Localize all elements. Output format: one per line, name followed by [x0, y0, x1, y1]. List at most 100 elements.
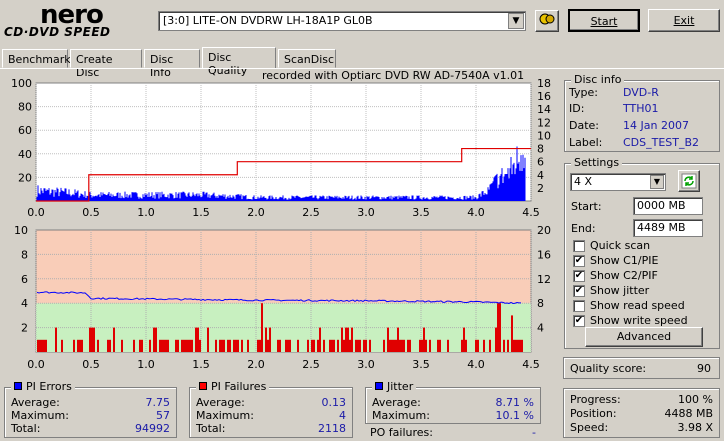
end-field[interactable]: 4489 MB	[633, 219, 703, 237]
pif-bar	[247, 339, 249, 352]
pi-failures-title: PI Failures	[196, 380, 270, 393]
pif-bar	[515, 339, 517, 352]
exit-button[interactable]: Exit	[648, 9, 720, 32]
checkbox-box[interactable]: ✔	[573, 270, 585, 282]
pif-bar	[475, 339, 477, 352]
pif-bar	[333, 339, 335, 352]
tab-benchmark[interactable]: Benchmark	[2, 49, 71, 68]
pif-bar	[113, 327, 115, 352]
checkbox-box[interactable]	[573, 240, 585, 252]
x-tick-label: 1.0	[137, 206, 155, 219]
quality-score-label: Quality score:	[570, 362, 647, 375]
jitter-line	[36, 291, 522, 304]
pif-bar	[395, 339, 397, 352]
start-button[interactable]: Start	[568, 9, 640, 32]
start-field[interactable]: 0000 MB	[633, 197, 703, 215]
pif-bar	[389, 339, 391, 352]
y-tick-label: 8	[21, 248, 28, 261]
pif-bar	[419, 339, 421, 352]
pif-bar	[503, 339, 505, 352]
eject-button[interactable]	[535, 10, 559, 32]
pif-bar	[43, 339, 45, 352]
chevron-down-icon[interactable]: ▼	[508, 13, 524, 29]
y2-tick-label: 10	[537, 129, 551, 142]
pif-bar	[337, 339, 339, 352]
pif-bar	[199, 339, 201, 352]
tab-scandisc[interactable]: ScanDisc	[278, 49, 336, 68]
drive-select[interactable]: [3:0] LITE-ON DVDRW LH-18A1P GL0B ▼	[158, 11, 526, 31]
pif-bar	[183, 339, 185, 352]
pif-bar	[369, 339, 371, 352]
pif-bar	[289, 339, 291, 352]
pif-bar	[133, 339, 135, 352]
pif-bar	[391, 339, 393, 352]
pif-bar	[219, 339, 221, 352]
checkbox-box[interactable]: ✔	[573, 285, 585, 297]
x-tick-label: 3.0	[357, 358, 375, 371]
pif-bar	[507, 339, 509, 352]
pif-bar	[189, 339, 191, 352]
start-field-label: Start:	[571, 200, 602, 213]
y2-tick-label: 12	[537, 273, 551, 286]
checkbox-label: Quick scan	[590, 239, 651, 252]
y2-tick-label: 18	[537, 77, 551, 90]
checkbox-box[interactable]: ✔	[573, 255, 585, 267]
po-failures-row: PO failures: -	[370, 426, 536, 439]
refresh-icon	[681, 173, 697, 189]
pif-bar	[233, 339, 235, 352]
pif-bar	[497, 303, 499, 352]
tab-disc-info[interactable]: Disc Info	[144, 49, 200, 79]
end-field-label: End:	[571, 222, 596, 235]
pif-bar	[401, 339, 403, 352]
label-value: CDS_TEST_B2	[623, 136, 700, 149]
pif-bar	[223, 339, 225, 352]
pif-bar	[97, 339, 99, 352]
pif-bar	[297, 339, 299, 352]
pif-bar	[55, 327, 57, 352]
checkbox-label: Show C1/PIE	[590, 254, 659, 267]
checkbox-box[interactable]: ✔	[573, 315, 585, 327]
chart-caption: recorded with Optiarc DVD RW AD-7540A v1…	[262, 69, 525, 82]
y2-tick-label: 6	[537, 156, 544, 169]
checkbox-label: Show jitter	[590, 284, 650, 297]
pif-bar	[483, 339, 485, 352]
x-tick-label: 0.0	[27, 206, 45, 219]
pif-bar	[161, 339, 163, 352]
y2-tick-label: 8	[537, 143, 544, 156]
pif-bar	[93, 327, 95, 352]
y-tick-label: 10	[14, 224, 28, 237]
advanced-button[interactable]: Advanced	[585, 327, 703, 347]
checkbox-label: Show C2/PIF	[590, 269, 658, 282]
chevron-down-icon[interactable]: ▼	[650, 175, 664, 189]
pif-bar	[355, 339, 357, 352]
pif-bar	[175, 339, 177, 352]
pif-bar	[421, 339, 423, 352]
pif-bar	[351, 327, 353, 352]
x-tick-label: 2.0	[247, 358, 265, 371]
label-label: Label:	[569, 136, 603, 149]
pif-bar	[359, 339, 361, 352]
pif-bar	[191, 339, 193, 352]
pif-bar	[155, 327, 157, 352]
disc-info-title: Disc info	[571, 73, 625, 86]
pif-bar	[279, 339, 281, 352]
tab-create-disc[interactable]: Create Disc	[70, 49, 142, 79]
pif-bar	[269, 327, 271, 352]
tab-disc-quality[interactable]: Disc Quality	[202, 47, 276, 77]
id-value: TTH01	[623, 102, 659, 115]
x-tick-label: 0.5	[82, 358, 100, 371]
quality-score-value: 90	[697, 362, 711, 375]
speed-select[interactable]: 4 X ▼	[570, 173, 666, 191]
pif-bar	[221, 339, 223, 352]
pif-bar	[235, 339, 237, 352]
pif-bar	[81, 339, 83, 352]
pif-bar	[397, 327, 399, 352]
pif-bar	[109, 339, 111, 352]
pif-bar	[177, 339, 179, 352]
pif-bar	[227, 339, 229, 352]
checkbox-box[interactable]	[573, 300, 585, 312]
settings-group: Settings 4 X ▼ Start: 0000 MB End: 4489 …	[564, 156, 720, 349]
x-tick-label: 0.0	[27, 358, 45, 371]
refresh-button[interactable]	[678, 170, 700, 192]
pif-bar	[267, 339, 269, 352]
